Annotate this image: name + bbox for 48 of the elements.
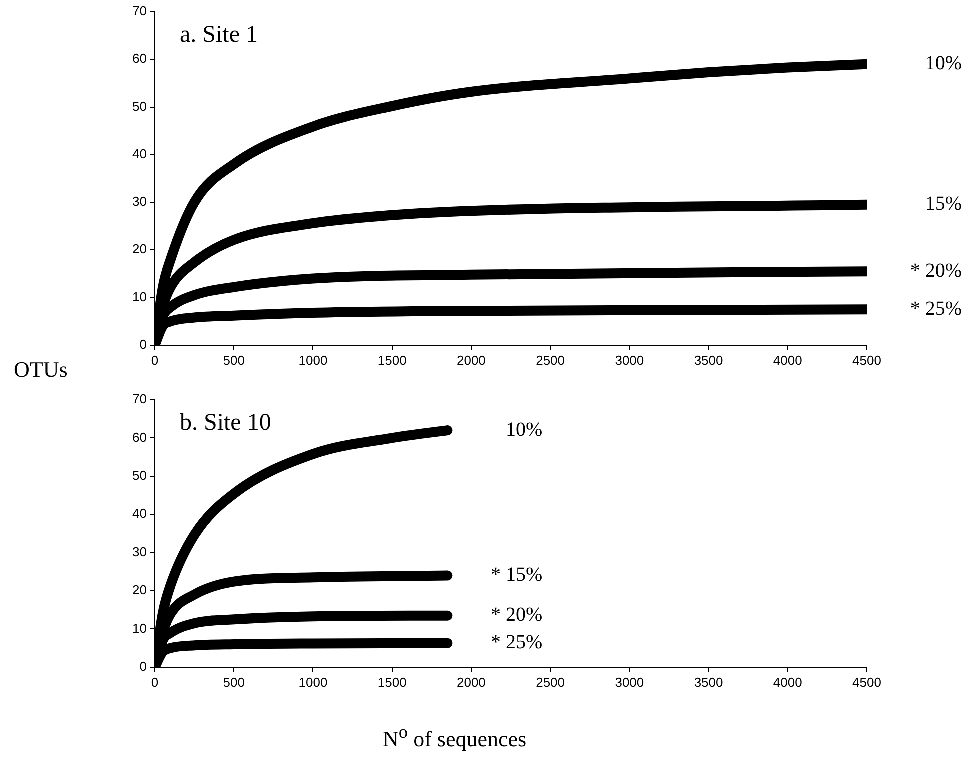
x-tick-label: 3000 <box>615 352 644 368</box>
text: 10% <box>506 418 543 441</box>
y-tick-label: 60 <box>132 51 147 66</box>
y-tick-label: 50 <box>132 98 147 114</box>
y-tick-label: 70 <box>132 392 147 407</box>
text: * 25% <box>491 632 543 654</box>
x-tick-label: 3500 <box>694 352 724 368</box>
y-tick-label: 20 <box>132 242 147 257</box>
text: * 25% <box>910 298 962 320</box>
x-tick-label: 4000 <box>773 352 802 368</box>
text: * 20% <box>491 604 543 626</box>
x-tick-label: 1500 <box>378 674 407 690</box>
chart-title: b. Site 10 <box>180 410 272 436</box>
y-tick-label: 30 <box>132 194 147 210</box>
x-axis-title: N$^{o}$ of sequences <box>383 722 527 752</box>
x-tick-label: 2500 <box>536 352 566 368</box>
x-tick-label: 1500 <box>378 352 407 368</box>
y-axis-title: OTUs <box>14 357 68 383</box>
chart-title: a. Site 1 <box>180 22 258 48</box>
x-tick-label: 500 <box>223 352 245 368</box>
x-tick-label: 4500 <box>852 674 882 690</box>
x-tick-label: 2500 <box>536 674 566 690</box>
text: * 15% <box>491 564 543 586</box>
x-tick-label: 500 <box>223 674 245 690</box>
x-tick-label: 1000 <box>298 674 328 690</box>
y-tick-label: 40 <box>132 146 147 162</box>
y-tick-label: 0 <box>140 658 147 674</box>
y-tick-label: 10 <box>132 620 147 636</box>
x-tick-label: 3000 <box>615 674 644 690</box>
y-tick-label: 10 <box>132 289 147 304</box>
x-tick-label: 0 <box>151 352 159 368</box>
y-tick-label: 70 <box>132 4 147 19</box>
x-tick-label: 3500 <box>694 674 724 690</box>
y-tick-label: 40 <box>132 506 147 522</box>
text: 15% <box>925 193 962 216</box>
x-tick-label: 0 <box>151 674 159 690</box>
x-tick-label: 4000 <box>773 674 802 690</box>
y-tick-label: 20 <box>132 582 147 598</box>
x-tick-label: 4500 <box>852 352 882 368</box>
text: * 20% <box>910 260 962 282</box>
x-tick-label: 1000 <box>298 352 328 368</box>
text: 10% <box>925 52 962 75</box>
y-tick-label: 60 <box>132 430 147 445</box>
y-tick-label: 30 <box>132 544 147 560</box>
x-tick-label: 2000 <box>456 352 486 368</box>
y-tick-label: 50 <box>132 468 147 483</box>
y-tick-label: 0 <box>140 336 147 352</box>
x-tick-label: 2000 <box>456 674 486 690</box>
